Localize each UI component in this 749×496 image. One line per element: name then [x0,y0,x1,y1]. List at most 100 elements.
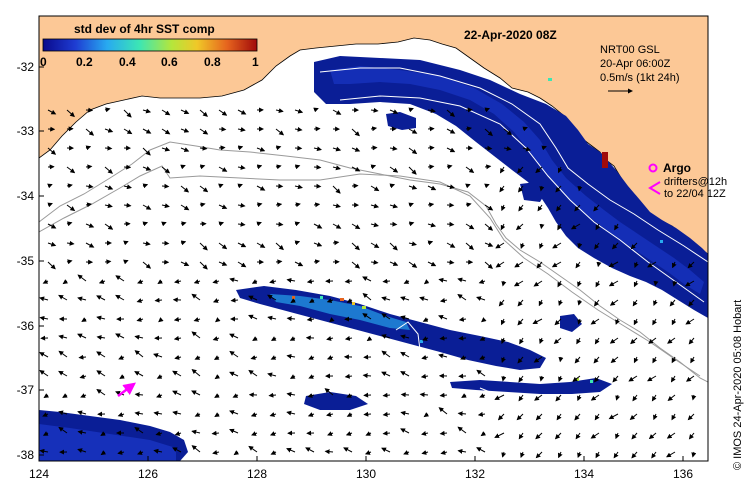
current-arrow-icon [43,393,50,399]
current-arrow-icon [494,394,505,400]
current-arrow-icon [685,375,695,382]
map-title: 22-Apr-2020 08Z [464,28,557,42]
current-arrow-icon [551,261,562,268]
current-arrow-icon [517,166,524,174]
drifters-label-2: to 22/04 12Z [664,188,726,200]
current-arrow-icon [667,337,676,344]
current-arrow-icon [47,223,57,229]
current-arrow-icon [305,447,315,453]
current-arrow-icon [408,241,417,247]
current-arrow-icon [687,413,695,421]
colorbar-tick: 0.2 [76,55,93,69]
current-arrow-icon [66,240,75,246]
current-arrow-icon [362,313,372,320]
current-arrow-icon [123,202,132,208]
current-arrow-icon [484,164,492,170]
current-arrow-icon [590,394,600,401]
x-tick-label: 124 [29,467,49,481]
x-tick-label: 136 [673,467,693,481]
current-arrow-icon [157,279,163,285]
current-arrow-icon [286,410,296,416]
current-arrow-icon [364,450,372,455]
current-arrow-icon [351,128,360,137]
current-arrow-icon [218,126,227,132]
current-arrow-icon [153,353,163,358]
current-arrow-icon [237,145,244,151]
colorbar-label: std dev of 4hr SST comp [74,22,215,36]
current-arrow-icon [142,166,152,171]
current-arrow-icon [479,336,486,341]
current-arrow-icon [100,431,106,436]
current-arrow-icon [104,107,111,113]
y-tick-label: -32 [17,60,35,74]
current-arrow-icon [153,448,163,454]
current-arrow-icon [229,371,239,377]
current-arrow-icon [308,355,315,360]
current-arrow-icon [294,108,304,114]
current-arrow-icon [688,299,695,307]
current-arrow-icon [313,259,321,265]
current-arrow-icon [577,242,583,249]
current-arrow-icon [609,337,619,344]
current-arrow-icon [389,109,399,114]
current-arrow-icon [39,448,49,454]
current-arrow-icon [532,318,543,324]
current-arrow-icon [104,127,114,133]
current-arrow-icon [554,432,562,440]
current-arrow-icon [142,108,152,114]
current-arrow-icon [346,298,353,303]
argo-label: Argo [663,161,691,175]
current-arrow-icon [42,431,49,436]
current-arrow-icon [534,394,543,401]
current-arrow-icon [256,147,266,152]
current-arrow-icon [212,298,220,303]
current-arrow-icon [142,204,152,210]
current-arrow-icon [458,335,467,341]
colorbar-tick: 0.8 [204,55,221,69]
current-arrow-icon [419,392,429,398]
current-arrow-icon [306,278,315,284]
current-arrow-icon [555,394,562,402]
current-arrow-icon [465,126,472,132]
current-legend: NRT00 GSL 20-Apr 06:00Z 0.5m/s (1kt 24h) [600,44,679,94]
current-arrow-icon [248,314,258,320]
current-arrow-icon [400,351,410,358]
current-arrow-icon [275,221,284,227]
current-arrow-icon [653,413,658,421]
current-arrow-icon [517,356,524,364]
current-arrow-icon [324,388,334,396]
current-arrow-icon [215,317,221,323]
current-arrow-icon [484,223,494,231]
current-arrow-icon [136,298,144,303]
current-arrow-icon [237,242,247,248]
current-arrow-icon [332,203,341,209]
current-arrow-icon [62,279,69,285]
current-arrow-icon [344,373,353,379]
current-arrow-icon [66,166,76,174]
colorbar-tick: 0 [40,55,47,69]
current-arrow-icon [439,335,448,341]
x-tick-label: 128 [247,467,267,481]
current-arrow-icon [500,223,506,231]
current-arrow-icon [161,203,170,209]
current-arrow-icon [269,412,277,417]
current-arrow-icon [251,279,258,284]
current-arrow-icon [498,299,505,307]
current-arrow-icon [248,445,258,453]
current-arrow-icon [351,261,361,269]
current-arrow-icon [250,355,258,360]
current-arrow-icon [327,431,334,436]
current-arrow-icon [199,128,209,135]
current-arrow-icon [389,183,396,189]
current-arrow-icon [47,241,57,247]
current-arrow-icon [286,277,296,283]
current-arrow-icon [408,128,418,134]
current-arrow-icon [691,451,697,458]
current-arrow-icon [389,221,398,227]
current-arrow-icon [484,107,491,113]
current-arrow-icon [267,315,277,321]
current-arrow-icon [137,450,144,455]
current-arrow-icon [332,223,342,229]
current-arrow-icon [400,296,410,301]
